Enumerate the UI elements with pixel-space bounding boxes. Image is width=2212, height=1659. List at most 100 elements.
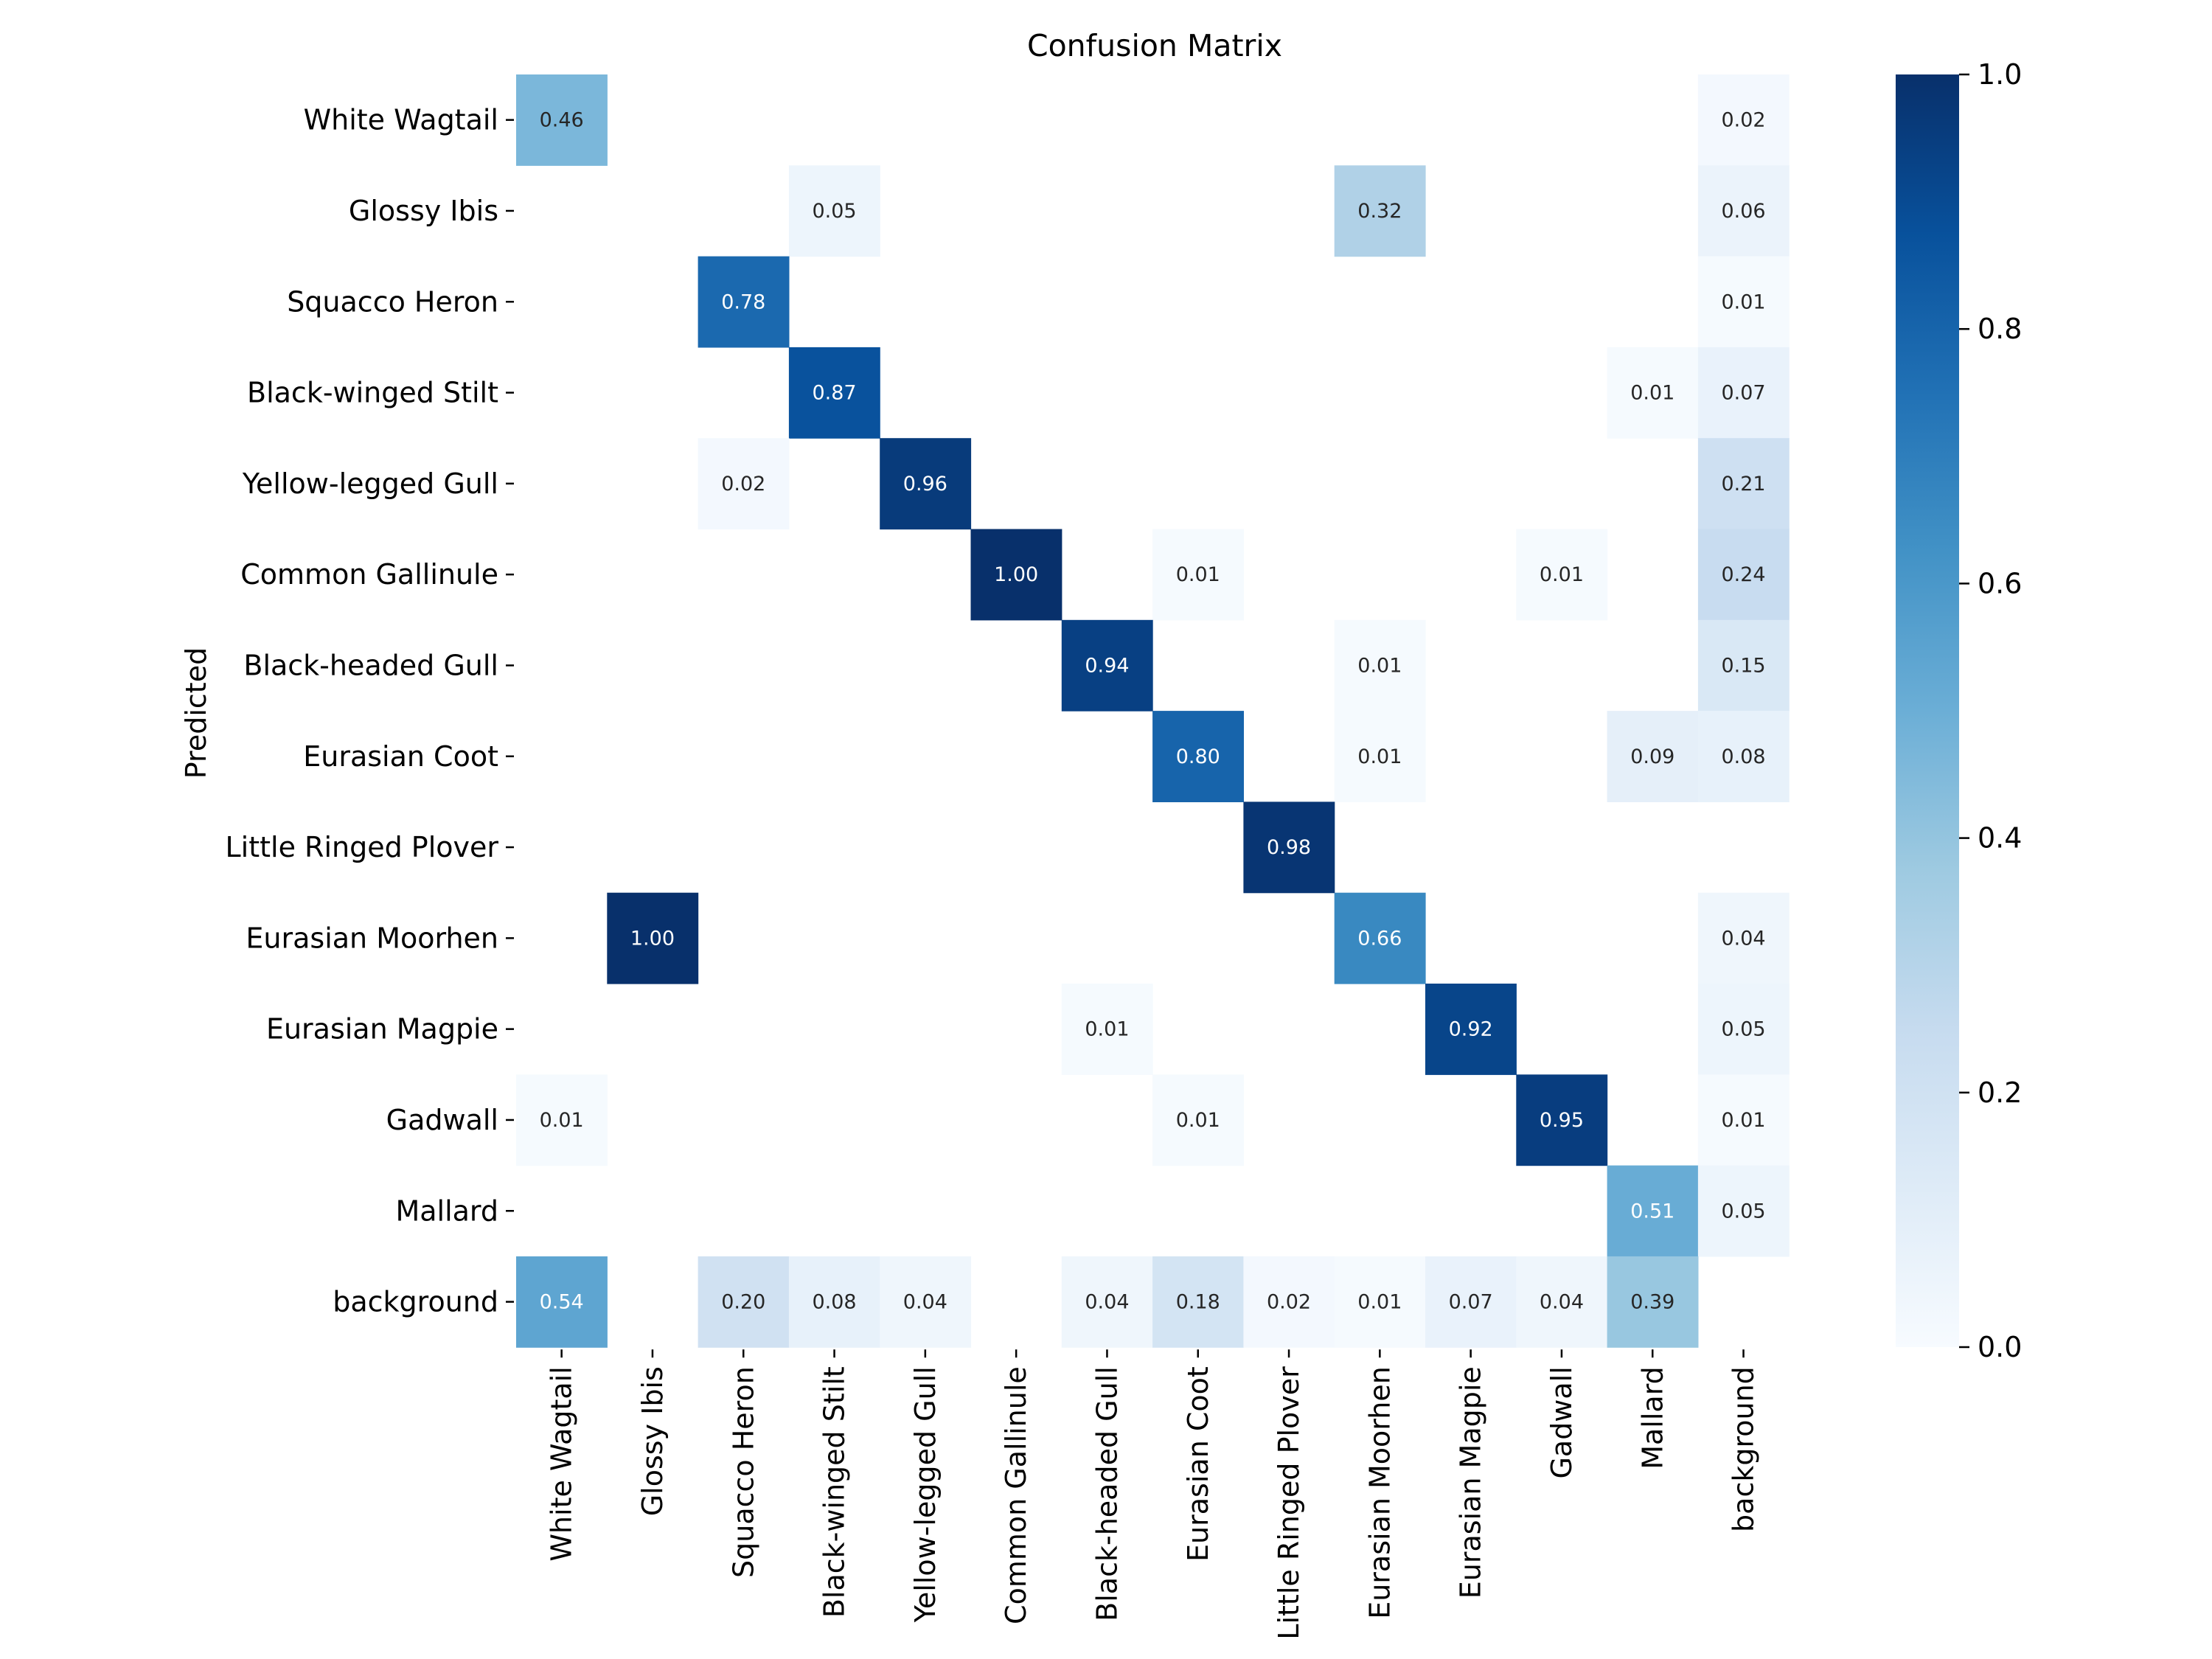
heatmap-cell — [1516, 1256, 1608, 1348]
heatmap-cell — [1697, 1074, 1790, 1166]
cell-value-label: 0.20 — [721, 1291, 765, 1314]
heatmap-cell — [1334, 619, 1426, 712]
cell-value-label: 0.66 — [1357, 927, 1402, 950]
chart-title: Confusion Matrix — [1027, 28, 1282, 63]
cell-value-label: 0.15 — [1721, 654, 1765, 677]
heatmap-cell — [1607, 347, 1699, 439]
colorbar-tick-label: 0.0 — [1978, 1331, 2022, 1363]
cell-value-label: 0.95 — [1540, 1109, 1584, 1132]
x-tick-label: Little Ringed Plover — [1273, 1366, 1305, 1640]
y-tick-label: Mallard — [395, 1194, 498, 1227]
heatmap-cell — [1152, 1074, 1244, 1166]
heatmap-cell — [698, 1256, 790, 1348]
y-tick-label: Gadwall — [386, 1104, 498, 1136]
heatmap-cell — [1061, 619, 1153, 712]
y-tick-label: Common Gallinule — [240, 558, 498, 591]
cell-value-label: 0.07 — [1721, 382, 1765, 405]
cell-value-label: 0.08 — [812, 1291, 856, 1314]
heatmap-cell — [1152, 1256, 1244, 1348]
y-tick-label: Little Ringed Plover — [226, 831, 499, 863]
x-tick-label: Common Gallinule — [1000, 1366, 1032, 1624]
heatmap-cell — [1425, 984, 1517, 1075]
y-tick-label: Eurasian Magpie — [266, 1013, 498, 1046]
heatmap-cell — [1152, 529, 1244, 621]
x-tick-label: Eurasian Moorhen — [1363, 1366, 1396, 1619]
heatmap-cell — [1697, 984, 1790, 1075]
y-tick-label: Squacco Heron — [287, 285, 498, 318]
cell-value-label: 0.96 — [903, 473, 947, 495]
y-tick-label: background — [333, 1286, 498, 1318]
x-tick-label: Eurasian Coot — [1182, 1366, 1214, 1562]
y-tick-label: Yellow-legged Gull — [242, 467, 498, 500]
cell-value-label: 0.01 — [1357, 745, 1402, 768]
heatmap-cell — [1607, 711, 1699, 802]
y-tick-label: Eurasian Moorhen — [246, 922, 498, 954]
cell-value-label: 0.05 — [1721, 1018, 1765, 1041]
x-tick-label: Eurasian Magpie — [1455, 1366, 1487, 1599]
y-tick-label: Black-winged Stilt — [247, 377, 498, 409]
cell-value-label: 0.46 — [540, 109, 584, 132]
cell-value-label: 0.04 — [1085, 1291, 1129, 1314]
x-tick-label: Glossy Ibis — [636, 1366, 669, 1516]
heatmap-cell — [607, 892, 699, 984]
cell-value-label: 0.87 — [812, 382, 856, 405]
cell-value-label: 0.02 — [721, 473, 765, 495]
cell-value-label: 0.01 — [1176, 563, 1220, 586]
heatmap-cell — [1334, 711, 1426, 802]
cell-value-label: 0.92 — [1449, 1018, 1493, 1041]
heatmap-cell — [1697, 529, 1790, 621]
cell-value-label: 0.04 — [1721, 927, 1765, 950]
heatmap-cell — [880, 1256, 972, 1348]
heatmap-cell — [1061, 984, 1153, 1075]
cell-value-label: 0.06 — [1721, 200, 1765, 223]
x-tick-label: Squacco Heron — [727, 1366, 759, 1578]
cell-value-label: 0.02 — [1721, 109, 1765, 132]
heatmap-cell — [1697, 438, 1790, 530]
cell-value-label: 0.08 — [1721, 745, 1765, 768]
colorbar-tick-label: 0.6 — [1978, 567, 2022, 599]
cell-value-label: 0.04 — [903, 1291, 947, 1314]
cell-value-label: 0.39 — [1630, 1291, 1674, 1314]
colorbar-tick-label: 0.4 — [1978, 822, 2022, 855]
x-tick-label: Black-winged Stilt — [818, 1366, 851, 1618]
heatmap-cell — [1516, 529, 1608, 621]
heatmap-cell — [788, 347, 880, 439]
cell-value-label: 0.32 — [1357, 200, 1402, 223]
y-tick-label: Glossy Ibis — [349, 195, 498, 227]
heatmap-cell — [1243, 801, 1335, 894]
heatmap-cell — [1334, 1256, 1426, 1348]
cell-value-label: 0.05 — [1721, 1200, 1765, 1222]
cell-value-label: 0.24 — [1721, 563, 1765, 586]
heatmap-cell — [1425, 1256, 1517, 1348]
cell-value-label: 0.98 — [1267, 836, 1311, 859]
heatmap-cell — [1697, 619, 1790, 712]
heatmap-cell — [1697, 165, 1790, 257]
cell-value-label: 0.01 — [1540, 563, 1584, 586]
cell-value-label: 0.01 — [1630, 382, 1674, 405]
cell-value-label: 0.07 — [1449, 1291, 1493, 1314]
x-tick-label: Black-headed Gull — [1091, 1366, 1123, 1621]
heatmap-cell — [1697, 347, 1790, 439]
heatmap-cell — [970, 529, 1062, 621]
heatmap-cell — [1516, 1074, 1608, 1166]
x-tick-label: White Wagtail — [546, 1366, 578, 1561]
heatmap-cell — [1334, 892, 1426, 984]
colorbar-tick-label: 1.0 — [1978, 58, 2022, 91]
heatmap-cell — [1697, 711, 1790, 802]
heatmap-cell — [698, 256, 790, 348]
colorbar-ticks: 0.0 0.2 0.4 0.6 0.8 1.0 — [1959, 58, 2022, 1363]
heatmap-cell — [1697, 1165, 1790, 1257]
cell-value-label: 0.21 — [1721, 473, 1765, 495]
cell-value-label: 0.01 — [1721, 291, 1765, 313]
cell-value-label: 0.04 — [1540, 1291, 1584, 1314]
heatmap-cell — [1243, 1256, 1335, 1348]
colorbar-tick-label: 0.2 — [1978, 1077, 2022, 1109]
heatmap-cell — [1607, 1256, 1699, 1348]
cell-value-label: 0.09 — [1630, 745, 1674, 768]
x-tick-label: Yellow-legged Gull — [909, 1366, 942, 1623]
heatmap-cell — [788, 165, 880, 257]
heatmap-cell — [1334, 165, 1426, 257]
heatmap-cell — [698, 438, 790, 530]
cell-value-label: 0.05 — [812, 200, 856, 223]
